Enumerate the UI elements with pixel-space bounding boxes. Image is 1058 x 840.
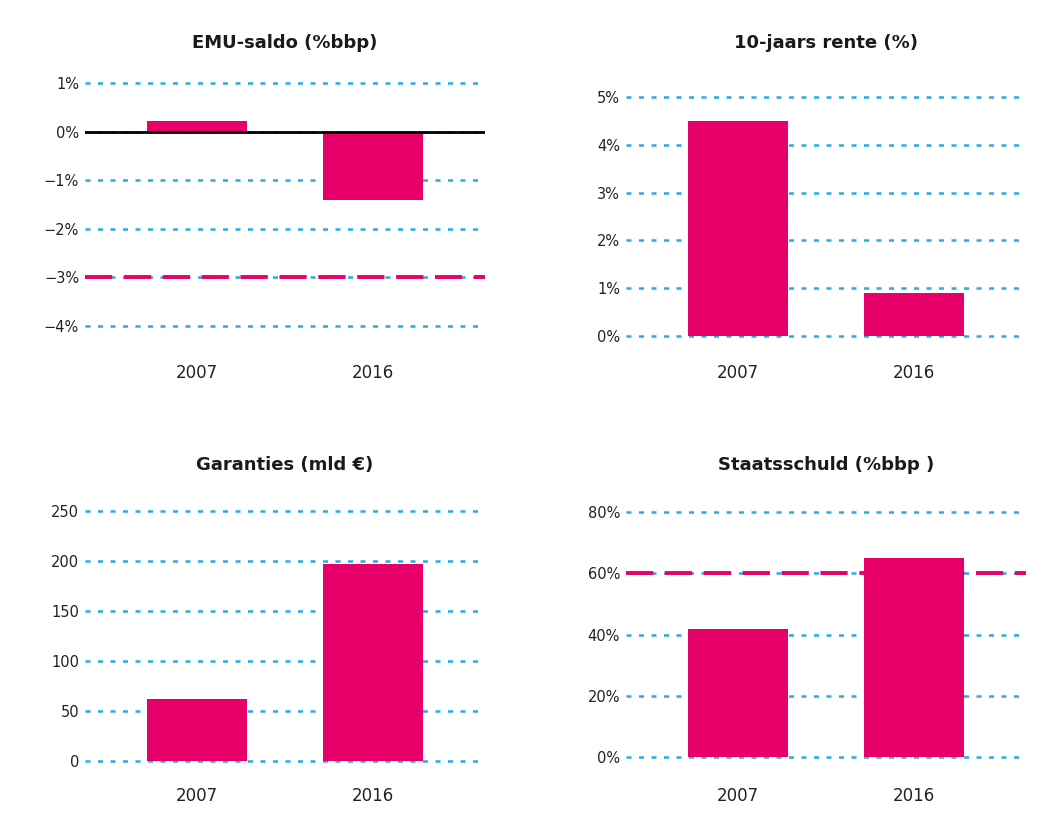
Bar: [147, 121, 247, 132]
Title: Staatsschuld (%bbp ): Staatsschuld (%bbp ): [717, 456, 934, 475]
Bar: [864, 293, 964, 336]
Bar: [323, 132, 423, 200]
Bar: [323, 564, 423, 761]
Title: EMU-saldo (%bbp): EMU-saldo (%bbp): [193, 34, 378, 52]
Title: Garanties (mld €): Garanties (mld €): [197, 456, 373, 475]
Bar: [688, 121, 788, 336]
Title: 10-jaars rente (%): 10-jaars rente (%): [734, 34, 918, 52]
Bar: [688, 628, 788, 758]
Bar: [147, 699, 247, 761]
Bar: [864, 558, 964, 758]
